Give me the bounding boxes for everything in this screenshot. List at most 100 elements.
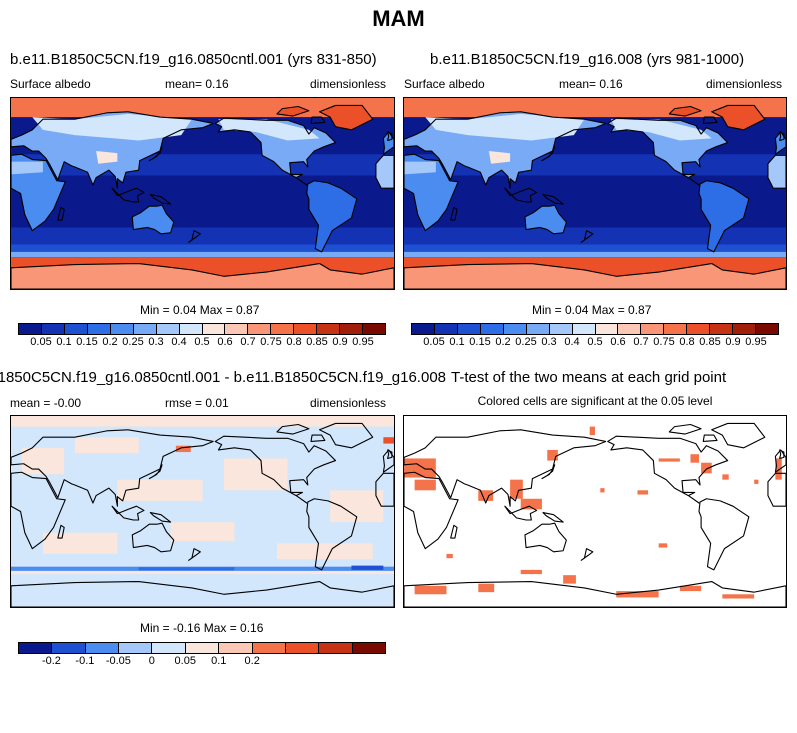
panel1-colorbar-label: 0.95 [352, 336, 374, 348]
panel1-colorbar-label: 0.25 [122, 336, 144, 348]
panel2-colorbar-box [526, 324, 550, 334]
panel2-minmax: Min = 0.04 Max = 0.87 [532, 303, 652, 317]
panel2-colorbar-box [756, 324, 778, 334]
panel2-colorbar-box [595, 324, 619, 334]
coastline [11, 105, 394, 289]
panel1-colorbar-box [294, 324, 318, 334]
panel3-colorbar-box [285, 643, 320, 653]
panel3-run-title-text: b.e11.B1850C5CN.f19_g16.0850cntl.001 - b… [0, 369, 446, 386]
panel3-difference-map [10, 415, 395, 608]
significant-cell [414, 585, 447, 595]
panel2-colorbar-label: 0.1 [449, 336, 465, 348]
panel2-colorbar-box [412, 324, 435, 334]
panel3-colorbar-box [19, 643, 53, 653]
panel2-colorbar-label: 0.75 [653, 336, 675, 348]
panel2-colorbar-label: 0.8 [679, 336, 695, 348]
panel2-colorbar-label: 0.4 [564, 336, 580, 348]
panel2-colorbar-box [664, 324, 688, 334]
panel2-colorbar-label: 0.95 [745, 336, 767, 348]
significant-cell [520, 569, 542, 575]
panel2-run-title: b.e11.B1850C5CN.f19_g16.008 (yrs 981-100… [430, 51, 745, 68]
panel2-colorbar-box [733, 324, 757, 334]
coastline [404, 105, 786, 289]
panel2-albedo-map [403, 97, 787, 290]
panel1-colorbar-label: 0.75 [260, 336, 282, 348]
panel1-colorbar-box [87, 324, 111, 334]
panel1-colorbar-box [156, 324, 180, 334]
panel3-colorbar-label: -0.1 [75, 655, 95, 667]
panel2-colorbar-box [618, 324, 642, 334]
coastline [404, 423, 786, 607]
panel1-colorbar-box [110, 324, 134, 334]
panel2-colorbar [411, 323, 779, 335]
panel1-colorbar-label: 0.6 [217, 336, 233, 348]
panel2-colorbar-box [641, 324, 665, 334]
panel1-colorbar-label: 0.1 [56, 336, 72, 348]
significant-cell [679, 585, 702, 592]
panel3-units: dimensionless [310, 396, 387, 410]
panel2-colorbar-label: 0.6 [610, 336, 626, 348]
panel1-run-title: b.e11.B1850C5CN.f19_g16.0850cntl.001 (yr… [10, 51, 377, 68]
panel3-rmse: rmse = 0.01 [165, 396, 229, 410]
panel3-colorbar-label: 0.2 [244, 655, 260, 667]
panel2-colorbar-label: 0.7 [633, 336, 649, 348]
significant-cell [478, 490, 494, 501]
panel3-colorbar-box [352, 643, 385, 653]
panel3-colorbar-label: -0.2 [41, 655, 61, 667]
panel1-colorbar-box [202, 324, 226, 334]
panel3-colorbar-box [185, 643, 220, 653]
panel2-colorbar-box [710, 324, 734, 334]
panel2-variable: Surface albedo [404, 77, 485, 91]
panel1-colorbar [18, 323, 386, 335]
panel1-mean: mean= 0.16 [165, 77, 229, 91]
panel4-ttest-map [403, 415, 787, 608]
panel1-colorbar-box [41, 324, 65, 334]
panel1-colorbar-box [64, 324, 88, 334]
panel1-colorbar-label: 0.3 [148, 336, 164, 348]
panel1-colorbar-label: 0.2 [102, 336, 118, 348]
panel2-colorbar-label: 0.5 [587, 336, 603, 348]
panel1-colorbar-box [317, 324, 341, 334]
significant-cell [520, 498, 542, 510]
panel2-colorbar-label: 0.85 [699, 336, 721, 348]
panel3-colorbar-label: -0.05 [105, 655, 131, 667]
panel2-colorbar-box [457, 324, 481, 334]
panel1-colorbar-label: 0.4 [171, 336, 187, 348]
significant-cell [510, 479, 523, 499]
panel3-mean: mean = -0.00 [10, 396, 82, 410]
panel1-colorbar-label: 0.05 [30, 336, 52, 348]
significant-cell [722, 594, 755, 599]
panel1-minmax: Min = 0.04 Max = 0.87 [140, 303, 260, 317]
panel2-colorbar-label: 0.05 [423, 336, 445, 348]
panel2-colorbar-label: 0.3 [541, 336, 557, 348]
panel3-colorbar-box [152, 643, 186, 653]
panel1-colorbar-box [133, 324, 157, 334]
panel2-units: dimensionless [706, 77, 783, 91]
panel3-colorbar-box [219, 643, 253, 653]
panel3-colorbar-box [85, 643, 120, 653]
figure-title: MAM [372, 6, 425, 31]
significant-cell [658, 543, 668, 548]
significant-cell [563, 575, 576, 584]
panel2-colorbar-label: 0.9 [725, 336, 741, 348]
panel3-colorbar-label: 0 [148, 655, 155, 667]
panel2-colorbar-label: 0.15 [469, 336, 491, 348]
panel1-variable: Surface albedo [10, 77, 91, 91]
panel1-colorbar-label: 0.15 [76, 336, 98, 348]
significant-cell [637, 490, 649, 495]
panel3-colorbar-box [252, 643, 286, 653]
panel3-colorbar-box [52, 643, 86, 653]
significant-cell [754, 479, 759, 484]
panel3-minmax: Min = -0.16 Max = 0.16 [140, 621, 264, 635]
significant-cell [690, 454, 699, 463]
panel1-colorbar-box [340, 324, 364, 334]
panel1-albedo-map [10, 97, 395, 290]
panel3-colorbar-labels: -0.2 -0.1 -0.05 0 0.05 0.1 0.2 [18, 655, 386, 669]
significant-cell [446, 553, 453, 559]
panel1-colorbar-box [363, 324, 385, 334]
panel4-subtitle: Colored cells are significant at the 0.0… [477, 394, 713, 408]
panel2-colorbar-box [503, 324, 527, 334]
panel1-colorbar-box [225, 324, 249, 334]
panel1-colorbar-label: 0.8 [286, 336, 302, 348]
significant-cell [616, 591, 659, 598]
